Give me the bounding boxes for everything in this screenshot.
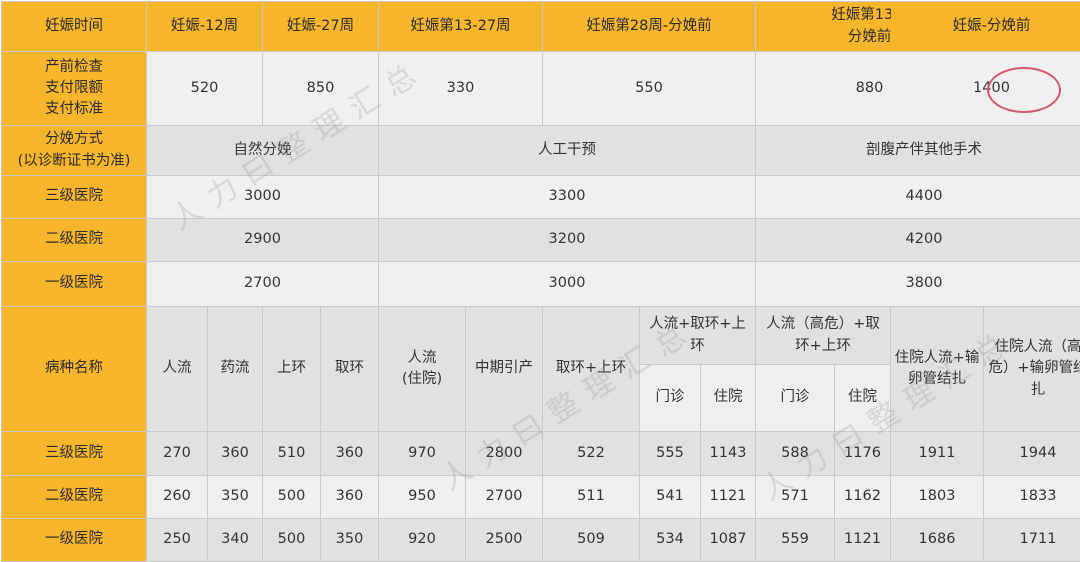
procedure-value: 1087: [701, 519, 755, 561]
procedure-subheader: 门诊: [756, 365, 834, 431]
procedure-value: 920: [379, 519, 465, 561]
procedure-header: 取环+上环: [543, 307, 639, 431]
prenatal-value: 330: [379, 52, 542, 125]
hospital-level: 一级医院: [2, 262, 146, 306]
procedure-value: 511: [543, 476, 639, 518]
row-label-procedures: 病种名称: [2, 307, 146, 431]
procedure-value: 2500: [466, 519, 542, 561]
period-header: 妊娠-12周: [147, 2, 262, 51]
procedure-value: 571: [756, 476, 834, 518]
procedure-header: 人流: [147, 307, 207, 431]
procedure-value: 1833: [984, 476, 1080, 518]
procedure-value: 1162: [835, 476, 890, 518]
procedure-value: 500: [263, 519, 320, 561]
delivery-method: 剖腹产伴其他手术: [756, 126, 1080, 175]
procedure-value: 970: [379, 432, 465, 475]
procedure-value: 360: [321, 432, 378, 475]
period-header: 妊娠-分娩前: [891, 2, 1080, 51]
procedure-value: 555: [640, 432, 700, 475]
delivery-value: 3200: [379, 219, 755, 261]
procedure-header: 人流（高危）+取 环+上环: [756, 307, 890, 364]
delivery-value: 3300: [379, 176, 755, 218]
procedure-value: 1711: [984, 519, 1080, 561]
delivery-value: 3800: [756, 262, 1080, 306]
procedure-header: 住院人流（高 危）+输卵管结 扎: [984, 307, 1080, 431]
procedure-value: 510: [263, 432, 320, 475]
procedure-value: 559: [756, 519, 834, 561]
delivery-value: 4200: [756, 219, 1080, 261]
procedure-value: 588: [756, 432, 834, 475]
procedure-value: 350: [321, 519, 378, 561]
procedure-value: 1143: [701, 432, 755, 475]
prenatal-value: 850: [263, 52, 378, 125]
hospital-level: 三级医院: [2, 176, 146, 218]
procedure-value: 1121: [835, 519, 890, 561]
procedure-value: 1176: [835, 432, 890, 475]
delivery-method: 自然分娩: [147, 126, 378, 175]
delivery-value: 2900: [147, 219, 378, 261]
delivery-value: 3000: [147, 176, 378, 218]
period-header: 妊娠第28周-分娩前: [543, 2, 755, 51]
procedure-value: 340: [208, 519, 262, 561]
procedure-value: 541: [640, 476, 700, 518]
delivery-value: 2700: [147, 262, 378, 306]
procedure-value: 1944: [984, 432, 1080, 475]
procedure-value: 500: [263, 476, 320, 518]
procedure-header: 取环: [321, 307, 378, 431]
hospital-level: 一级医院: [2, 519, 146, 561]
procedure-value: 250: [147, 519, 207, 561]
delivery-value: 4400: [756, 176, 1080, 218]
procedure-value: 522: [543, 432, 639, 475]
procedure-value: 350: [208, 476, 262, 518]
delivery-method: 人工干预: [379, 126, 755, 175]
header-label: 妊娠时间: [2, 2, 146, 51]
procedure-value: 950: [379, 476, 465, 518]
procedure-value: 360: [208, 432, 262, 475]
procedure-value: 260: [147, 476, 207, 518]
period-header: 妊娠-27周: [263, 2, 378, 51]
prenatal-value: 1400: [891, 52, 1080, 125]
procedure-header: 上环: [263, 307, 320, 431]
procedure-value: 509: [543, 519, 639, 561]
hospital-level: 二级医院: [2, 219, 146, 261]
procedure-header: 人流 (住院): [379, 307, 465, 431]
procedure-value: 360: [321, 476, 378, 518]
prenatal-value: 520: [147, 52, 262, 125]
procedure-header: 药流: [208, 307, 262, 431]
period-header: 妊娠第13-27周: [379, 2, 542, 51]
procedure-value: 1803: [891, 476, 983, 518]
procedure-value: 534: [640, 519, 700, 561]
procedure-header: 人流+取环+上 环: [640, 307, 755, 364]
procedure-value: 1121: [701, 476, 755, 518]
hospital-level: 三级医院: [2, 432, 146, 475]
hospital-level: 二级医院: [2, 476, 146, 518]
procedure-subheader: 住院: [701, 365, 755, 431]
procedure-value: 1686: [891, 519, 983, 561]
procedure-subheader: 门诊: [640, 365, 700, 431]
row-label-prenatal: 产前检查 支付限额 支付标准: [2, 52, 146, 125]
procedure-value: 2800: [466, 432, 542, 475]
row-label-delivery: 分娩方式 (以诊断证书为准): [2, 126, 146, 175]
procedure-subheader: 住院: [835, 365, 890, 431]
delivery-value: 3000: [379, 262, 755, 306]
prenatal-value: 550: [543, 52, 755, 125]
procedure-value: 1911: [891, 432, 983, 475]
procedure-header: 住院人流+输 卵管结扎: [891, 307, 983, 431]
procedure-value: 270: [147, 432, 207, 475]
procedure-value: 2700: [466, 476, 542, 518]
procedure-header: 中期引产: [466, 307, 542, 431]
